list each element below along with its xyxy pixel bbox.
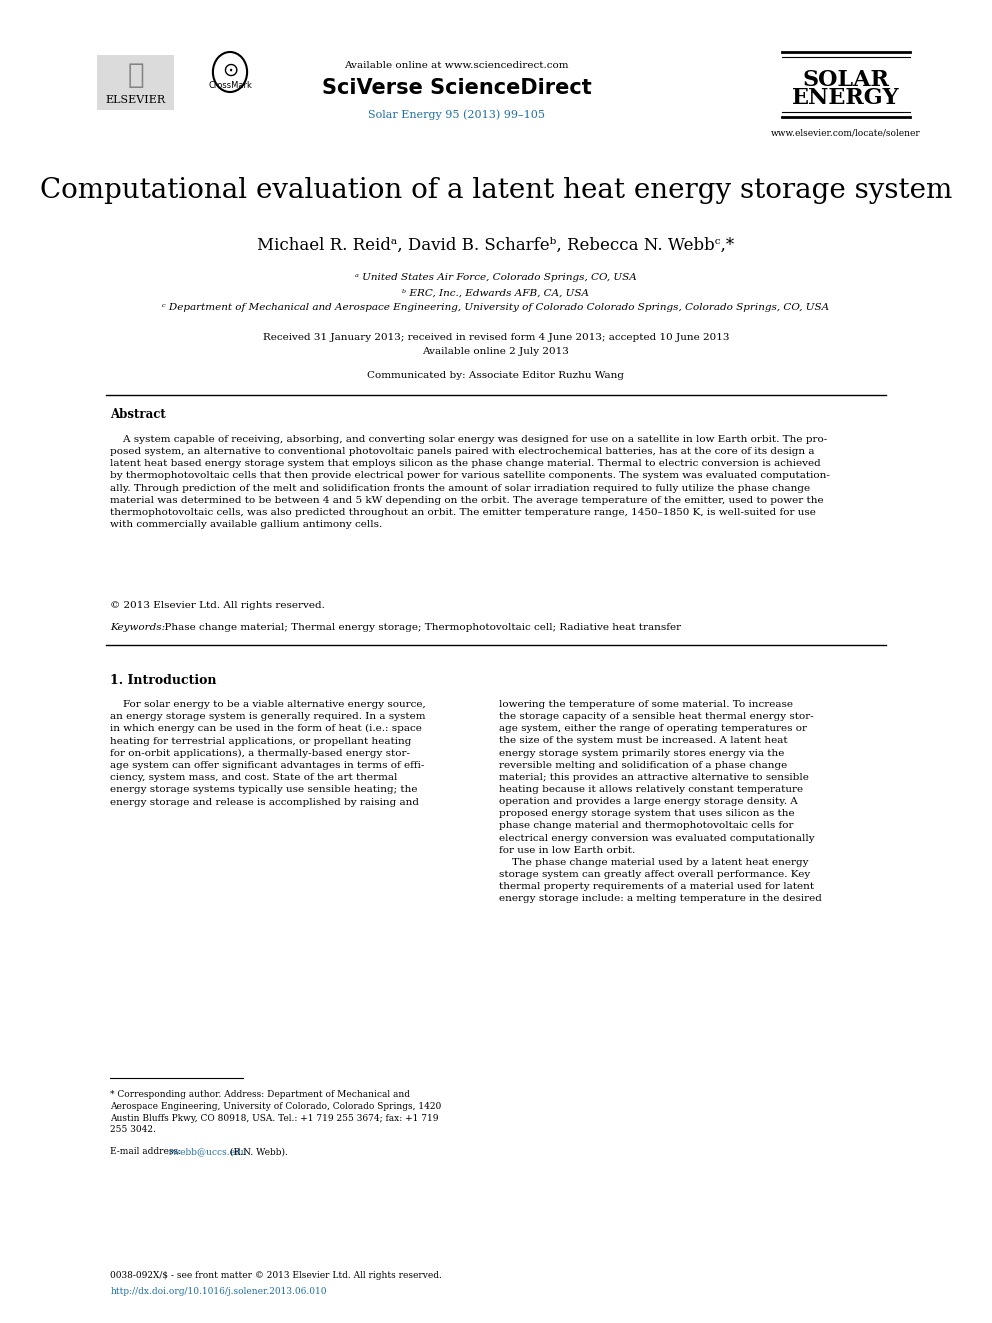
- Text: Available online 2 July 2013: Available online 2 July 2013: [423, 347, 569, 356]
- Text: http://dx.doi.org/10.1016/j.solener.2013.06.010: http://dx.doi.org/10.1016/j.solener.2013…: [110, 1287, 326, 1297]
- Text: E-mail address:: E-mail address:: [110, 1147, 185, 1156]
- Text: SOLAR: SOLAR: [803, 69, 889, 91]
- Text: 1. Introduction: 1. Introduction: [110, 673, 217, 687]
- Text: Phase change material; Thermal energy storage; Thermophotovoltaic cell; Radiativ: Phase change material; Thermal energy st…: [158, 623, 682, 632]
- Text: Computational evaluation of a latent heat energy storage system: Computational evaluation of a latent hea…: [40, 176, 952, 204]
- Text: Solar Energy 95 (2013) 99–105: Solar Energy 95 (2013) 99–105: [368, 110, 546, 120]
- Text: ⊙: ⊙: [222, 61, 238, 79]
- Text: Michael R. Reidᵃ, David B. Scharfeᵇ, Rebecca N. Webbᶜ,*: Michael R. Reidᵃ, David B. Scharfeᵇ, Reb…: [258, 237, 734, 254]
- Text: www.elsevier.com/locate/solener: www.elsevier.com/locate/solener: [771, 128, 921, 138]
- Text: © 2013 Elsevier Ltd. All rights reserved.: © 2013 Elsevier Ltd. All rights reserved…: [110, 601, 325, 610]
- Text: Communicated by: Associate Editor Ruzhu Wang: Communicated by: Associate Editor Ruzhu …: [367, 372, 625, 381]
- Text: SciVerse ScienceDirect: SciVerse ScienceDirect: [321, 78, 591, 98]
- Text: For solar energy to be a viable alternative energy source,
an energy storage sys: For solar energy to be a viable alternat…: [110, 700, 426, 807]
- Text: 🌳: 🌳: [128, 61, 144, 89]
- Text: ENERGY: ENERGY: [792, 87, 900, 108]
- Text: * Corresponding author. Address: Department of Mechanical and
Aerospace Engineer: * Corresponding author. Address: Departm…: [110, 1090, 441, 1134]
- Text: CrossMark: CrossMark: [208, 81, 252, 90]
- Text: ᶜ Department of Mechanical and Aerospace Engineering, University of Colorado Col: ᶜ Department of Mechanical and Aerospace…: [163, 303, 829, 312]
- Text: Available online at www.sciencedirect.com: Available online at www.sciencedirect.co…: [344, 61, 568, 70]
- Text: Keywords:: Keywords:: [110, 623, 166, 632]
- Text: ELSEVIER: ELSEVIER: [106, 95, 166, 105]
- Text: ᵇ ERC, Inc., Edwards AFB, CA, USA: ᵇ ERC, Inc., Edwards AFB, CA, USA: [403, 288, 589, 298]
- Text: (R.N. Webb).: (R.N. Webb).: [226, 1147, 288, 1156]
- Text: ᵃ United States Air Force, Colorado Springs, CO, USA: ᵃ United States Air Force, Colorado Spri…: [355, 274, 637, 283]
- Text: lowering the temperature of some material. To increase
the storage capacity of a: lowering the temperature of some materia…: [499, 700, 822, 904]
- Text: rwebb@uccs.edu: rwebb@uccs.edu: [169, 1147, 247, 1156]
- Text: Abstract: Abstract: [110, 409, 166, 422]
- Text: A system capable of receiving, absorbing, and converting solar energy was design: A system capable of receiving, absorbing…: [110, 435, 830, 529]
- Text: 0038-092X/$ - see front matter © 2013 Elsevier Ltd. All rights reserved.: 0038-092X/$ - see front matter © 2013 El…: [110, 1270, 442, 1279]
- Bar: [97, 56, 175, 110]
- Text: Received 31 January 2013; received in revised form 4 June 2013; accepted 10 June: Received 31 January 2013; received in re…: [263, 332, 729, 341]
